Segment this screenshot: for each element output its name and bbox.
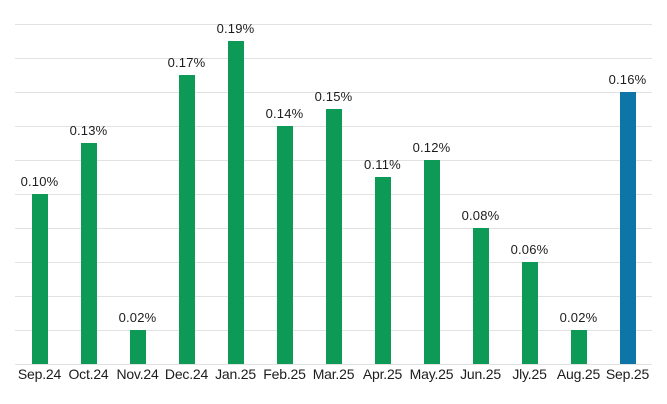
gridline [15, 24, 652, 25]
bar-value-label: 0.02% [118, 310, 157, 325]
chart-plot-area: 0.10% 0.13% 0.02% 0.17% 0.19% 0.14% 0.15% 0.11%… [15, 21, 652, 365]
bar [472, 228, 489, 364]
bar-group-jly-25: 0.06% [505, 24, 554, 364]
bar [80, 143, 97, 364]
x-axis-label: May.25 [409, 366, 454, 382]
bar [423, 160, 440, 364]
x-axis: Sep.24 Oct.24 Nov.24 Dec.24 Jan.25 Feb.25 Mar.… [15, 366, 652, 386]
x-axis-label: Mar.25 [312, 366, 355, 382]
bar-group-mar-25: 0.15% [309, 24, 358, 364]
bar [521, 262, 538, 364]
x-axis-label: Aug.25 [556, 366, 601, 382]
bar-group-feb-25: 0.14% [260, 24, 309, 364]
x-axis-label: Jly.25 [512, 366, 547, 382]
x-axis-label: Jun.25 [460, 366, 501, 382]
bar-value-label: 0.13% [69, 123, 108, 138]
bar-value-label: 0.17% [167, 55, 206, 70]
x-axis-label: Oct.24 [68, 366, 109, 382]
bar-group-may-25: 0.12% [407, 24, 456, 364]
bar-group-jan-25: 0.19% [211, 21, 260, 364]
bar-value-label: 0.06% [510, 242, 549, 257]
bar-value-label: 0.02% [559, 310, 598, 325]
bar [129, 330, 146, 364]
gridline [15, 364, 652, 365]
bar-group-aug-25: 0.02% [554, 24, 603, 364]
bar [325, 109, 342, 364]
x-axis-label: Apr.25 [362, 366, 403, 382]
gridline [15, 58, 652, 59]
x-axis-label: Sep.25 [605, 366, 650, 382]
bar-value-label: 0.19% [216, 21, 255, 36]
bar-value-label: 0.12% [412, 140, 451, 155]
x-axis-label: Nov.24 [116, 366, 159, 382]
bar [374, 177, 391, 364]
bar-value-label: 0.15% [314, 89, 353, 104]
bar-value-label: 0.08% [461, 208, 500, 223]
bar [178, 75, 195, 364]
bar-group-oct-24: 0.13% [64, 24, 113, 364]
bar-value-label: 0.11% [364, 157, 401, 172]
x-axis-label: Feb.25 [263, 366, 306, 382]
bar-group-nov-24: 0.02% [113, 24, 162, 364]
bar [570, 330, 587, 364]
bar-value-label: 0.16% [608, 72, 647, 87]
gridline [15, 92, 652, 93]
x-axis-label: Jan.25 [215, 366, 256, 382]
bar-group-dec-24: 0.17% [162, 24, 211, 364]
bar [31, 194, 48, 364]
bar-group-jun-25: 0.08% [456, 24, 505, 364]
bar [227, 41, 244, 364]
bar-value-label: 0.14% [265, 106, 304, 121]
x-axis-label: Sep.24 [17, 366, 62, 382]
bar [276, 126, 293, 364]
bar-group-apr-25: 0.11% [358, 24, 407, 364]
bar-value-label: 0.10% [20, 174, 59, 189]
bar-group-sep-25: 0.16% [603, 24, 652, 364]
x-axis-label: Dec.24 [164, 366, 209, 382]
bar-group-sep-24: 0.10% [15, 24, 64, 364]
bar [619, 92, 636, 364]
